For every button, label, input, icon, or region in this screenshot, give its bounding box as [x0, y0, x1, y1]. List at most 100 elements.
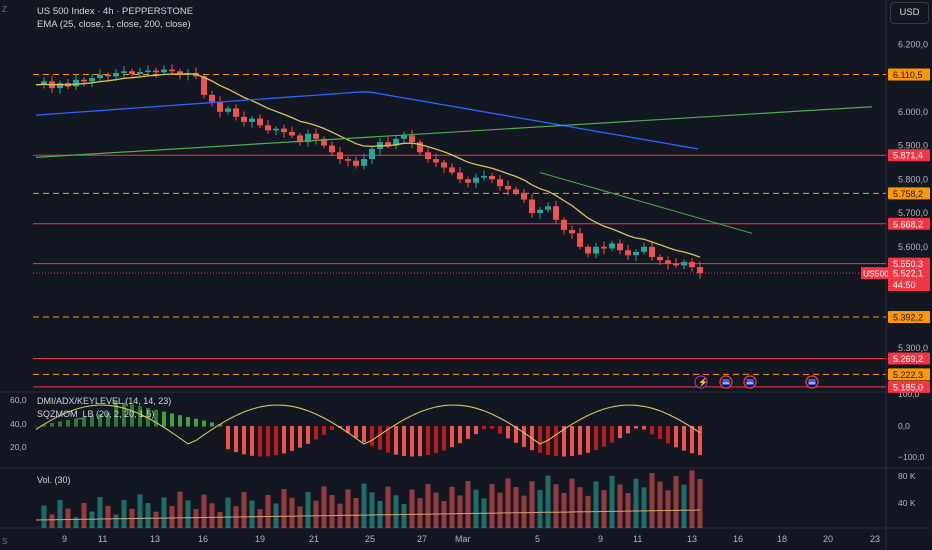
- currency-button[interactable]: USD: [890, 2, 929, 24]
- volume-bar: [561, 492, 567, 528]
- candle-body: [169, 69, 175, 72]
- level-price-label: 5.392,2: [893, 312, 923, 322]
- momentum-bar: [234, 426, 238, 453]
- candle-body: [577, 233, 583, 247]
- momentum-bar: [314, 426, 318, 440]
- ema25-line: [35, 73, 701, 258]
- osc-right-tick: −100,0: [898, 452, 925, 462]
- time-axis-label: 16: [733, 534, 743, 544]
- momentum-bar: [34, 426, 38, 427]
- volume-bar: [673, 476, 679, 528]
- volume-bar: [161, 497, 167, 528]
- candle-body: [369, 148, 375, 160]
- momentum-bar: [258, 426, 262, 457]
- symbol-label: US500: [863, 269, 889, 279]
- volume-bar: [553, 484, 559, 528]
- candle-body: [673, 263, 679, 266]
- volume-bar: [409, 489, 415, 528]
- momentum-bar: [666, 426, 670, 444]
- momentum-bar: [570, 426, 574, 457]
- candle-body: [113, 72, 119, 77]
- volume-bar: [65, 508, 71, 528]
- candle-body: [513, 189, 519, 193]
- candle-body: [241, 116, 247, 122]
- candle-body: [217, 101, 223, 112]
- candle-body: [457, 172, 463, 180]
- volume-bar: [169, 506, 175, 528]
- momentum-bar: [354, 426, 358, 438]
- candle-body: [329, 145, 335, 153]
- momentum-bar: [618, 426, 622, 439]
- volume-bar: [641, 487, 647, 528]
- time-axis-label: 13: [687, 534, 697, 544]
- volume-ma-line: [35, 509, 701, 521]
- momentum-bar: [82, 417, 86, 427]
- candle-body: [137, 71, 143, 74]
- dmi-indicator-label[interactable]: DMI/ADX/KEYLEVEL (14, 14, 23): [37, 396, 172, 406]
- momentum-bar: [362, 426, 366, 443]
- volume-bar: [441, 501, 447, 528]
- momentum-bar: [42, 424, 46, 427]
- volume-bar: [505, 478, 511, 528]
- key-levels: [33, 73, 886, 388]
- volume-bar: [537, 489, 543, 528]
- volume-bar: [145, 503, 151, 528]
- candle-body: [233, 108, 239, 117]
- volume-indicator-label[interactable]: Vol. (30): [37, 475, 71, 485]
- panel-letter-z[interactable]: Z: [2, 5, 7, 14]
- candle-body: [345, 159, 351, 161]
- candle-body: [145, 70, 151, 72]
- panel-letter-s[interactable]: S: [2, 537, 8, 546]
- volume-bar: [249, 500, 255, 528]
- time-axis-label: 9: [598, 534, 603, 544]
- momentum-bar: [634, 426, 638, 429]
- volume-bar: [489, 484, 495, 528]
- lightning-glyph: ⚡: [698, 377, 708, 387]
- chart-title: US 500 Index · 4h · PEPPERSTONE: [37, 6, 194, 17]
- time-axis-label: 27: [417, 534, 427, 544]
- candle-body: [585, 246, 591, 254]
- momentum-bar: [138, 406, 142, 427]
- candle-body: [401, 135, 407, 139]
- momentum-bar: [106, 412, 110, 427]
- candle-body: [521, 192, 527, 200]
- momentum-bar: [514, 426, 518, 443]
- time-axis-label: 20: [823, 534, 833, 544]
- momentum-bar: [578, 426, 582, 455]
- candle-body: [385, 142, 391, 146]
- trendline: [35, 106, 873, 158]
- time-axis-label: 19: [255, 534, 265, 544]
- volume-bar: [305, 492, 311, 528]
- level-price-label: 5.668,2: [893, 219, 923, 229]
- candle-body: [153, 70, 159, 73]
- volume-bar: [417, 498, 423, 528]
- volume-bar: [193, 509, 199, 528]
- volume-tick: 80 K: [898, 471, 916, 481]
- candle-body: [681, 262, 687, 266]
- candle-body: [689, 262, 695, 268]
- time-axis-label: 5: [535, 534, 540, 544]
- oscillator-pane: 60,0 40,0 20,0 100,0 0,0 −100,0: [10, 389, 925, 462]
- volume-bar: [281, 489, 287, 528]
- momentum-bar: [90, 415, 94, 427]
- time-axis-label: 13: [150, 534, 160, 544]
- time-axis-label: Mar: [455, 534, 471, 544]
- ema-indicator-label[interactable]: EMA (25, close, 1, close, 200, close): [37, 19, 191, 30]
- momentum-bar: [386, 426, 390, 453]
- time-axis-label: 18: [777, 534, 787, 544]
- volume-bar: [425, 483, 431, 528]
- sqzmom-indicator-label[interactable]: SQZMOM_LB (20, 2, 20, 1,5): [37, 409, 155, 419]
- volume-bar: [385, 486, 391, 528]
- symbol-tag: [861, 267, 888, 280]
- momentum-bar: [290, 426, 294, 451]
- candle-body: [409, 135, 415, 143]
- candle-body: [89, 78, 95, 82]
- volume-bar: [89, 511, 95, 528]
- volume-bar: [401, 503, 407, 528]
- momentum-bar: [586, 426, 590, 453]
- momentum-bar: [250, 426, 254, 456]
- candle-body: [545, 206, 551, 210]
- us-flag-field: [722, 379, 730, 385]
- level-price-tag: [888, 68, 930, 81]
